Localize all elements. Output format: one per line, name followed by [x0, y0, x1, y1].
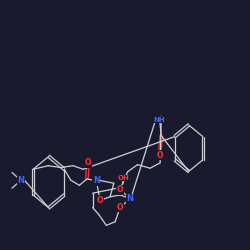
Text: O: O: [117, 185, 123, 194]
Text: O: O: [97, 196, 103, 205]
Text: OH: OH: [118, 175, 130, 181]
Text: NH: NH: [153, 117, 164, 123]
Text: O: O: [85, 158, 91, 167]
Text: N: N: [17, 176, 24, 185]
Text: O: O: [117, 203, 123, 212]
Text: O: O: [157, 151, 163, 160]
Text: N: N: [93, 176, 100, 185]
Text: N: N: [126, 194, 134, 203]
